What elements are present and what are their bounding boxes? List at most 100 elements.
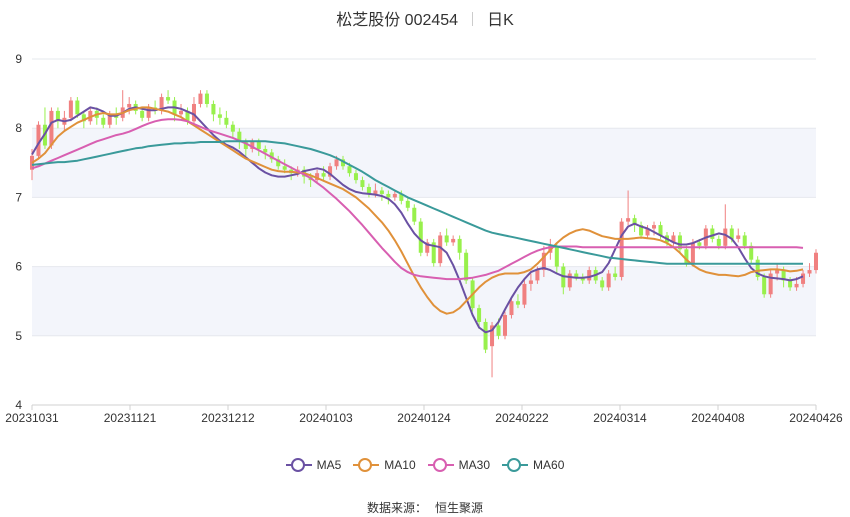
legend-marker-icon (502, 458, 529, 472)
candle-body (645, 228, 650, 236)
chart-legend: MA5 MA10 MA30 MA60 (0, 458, 850, 474)
legend-item-ma60[interactable]: MA60 (502, 458, 564, 472)
candle-body (340, 159, 346, 167)
candle-body (55, 110, 60, 122)
legend-item-ma30[interactable]: MA30 (427, 458, 491, 472)
candle-body (509, 301, 514, 316)
candle-body (166, 97, 171, 101)
title-separator (472, 12, 474, 26)
y-tick-label: 8 (15, 121, 22, 135)
candle-body (813, 252, 819, 271)
candle-body (736, 235, 741, 239)
candle-body (729, 228, 734, 239)
x-tick-label: 20240314 (593, 411, 647, 425)
candle-body (315, 173, 320, 181)
candle-body (405, 200, 410, 208)
candle-body (425, 242, 430, 253)
legend-label: MA10 (384, 458, 416, 472)
legend-marker-icon (285, 458, 312, 472)
y-tick-label: 9 (15, 52, 22, 66)
legend-label: MA30 (458, 458, 491, 472)
candle-body (762, 276, 767, 295)
candle-body (392, 193, 397, 198)
legend-marker-icon (353, 458, 380, 472)
candle-body (619, 221, 624, 277)
x-tick-label: 20240124 (397, 411, 451, 425)
y-tick-label: 6 (15, 260, 22, 274)
data-source: 数据来源： 恒生聚源 (0, 499, 850, 516)
candle-body (535, 270, 540, 281)
candle-body (29, 155, 35, 170)
candle-body (690, 242, 695, 264)
candle-body (710, 228, 715, 239)
ma-line-ma60 (31, 140, 803, 265)
candle-body (515, 301, 520, 305)
candle-body (794, 283, 799, 288)
candle-body (716, 238, 721, 246)
candle-body (75, 100, 80, 115)
candle-body (788, 280, 793, 288)
candle-body (256, 142, 261, 149)
stock-name-code: 松芝股份 002454 (336, 12, 459, 29)
period-label: 日K (487, 12, 514, 29)
candle-body (807, 270, 812, 274)
x-tick-label: 20231121 (104, 411, 157, 425)
candle-body (768, 273, 773, 295)
candle-body (755, 259, 760, 277)
candle-body (580, 276, 585, 281)
candle-body (68, 100, 73, 118)
candle-body (198, 93, 203, 104)
candle-body (541, 252, 546, 271)
candle-body (522, 283, 527, 305)
candle-body (140, 110, 145, 118)
candle-body (438, 235, 443, 264)
grid-band (32, 128, 816, 198)
candle-body (230, 124, 235, 132)
x-tick-label: 20231212 (201, 411, 255, 425)
candle-body (379, 190, 384, 194)
grid-band (32, 266, 816, 336)
candle-body (723, 228, 728, 246)
candle-body (224, 117, 229, 125)
candle-body (250, 142, 255, 149)
candle-body (418, 221, 423, 253)
candle-body (49, 110, 54, 146)
candle-body (483, 321, 488, 350)
candle-body (600, 280, 605, 288)
candle-body (353, 173, 358, 181)
x-tick-label: 20240222 (495, 411, 549, 425)
candle-body (749, 245, 754, 260)
candle-body (217, 114, 222, 118)
candle-body (263, 148, 268, 153)
y-tick-label: 4 (15, 398, 22, 412)
candle-body (386, 193, 391, 198)
candle-body (237, 131, 242, 143)
legend-item-ma5[interactable]: MA5 (285, 458, 342, 472)
candle-body (464, 252, 469, 281)
candle-body (574, 273, 579, 277)
candle-body (567, 273, 572, 288)
legend-marker-icon (427, 458, 454, 472)
candle-body (282, 166, 287, 170)
candle-body (191, 103, 196, 122)
legend-item-ma10[interactable]: MA10 (353, 458, 416, 472)
candle-body (451, 238, 456, 243)
candle-body (457, 238, 462, 253)
candle-body (626, 218, 631, 222)
x-tick-label: 20240408 (691, 411, 745, 425)
candle-body (179, 110, 184, 115)
candle-body (276, 159, 281, 167)
candle-body (185, 110, 190, 122)
candle-body (211, 103, 216, 115)
data-source-label: 数据来源： (366, 501, 427, 515)
chart-title: 松芝股份 002454 日K (0, 6, 850, 30)
legend-label: MA5 (316, 458, 342, 472)
candle-body (658, 225, 663, 236)
candle-body (412, 207, 417, 222)
candle-body (775, 270, 780, 274)
x-tick-label: 20231031 (5, 411, 59, 425)
candle-body (373, 190, 378, 194)
candle-body (146, 107, 151, 118)
candle-body (639, 225, 644, 236)
